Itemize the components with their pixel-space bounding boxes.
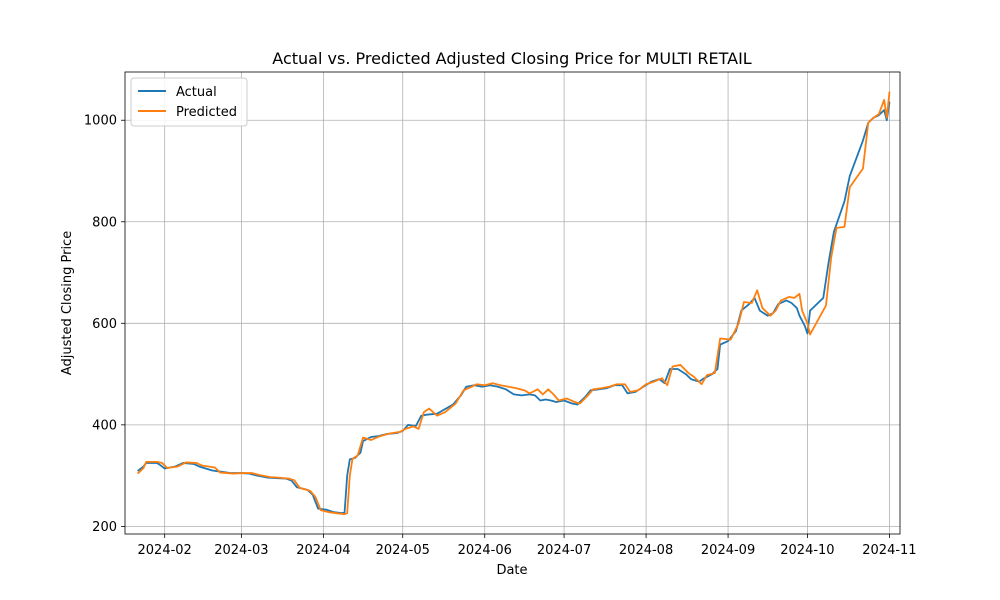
y-tick-label: 400: [92, 418, 117, 433]
x-tick-label: 2024-11: [862, 543, 916, 558]
grid: [125, 72, 900, 534]
plot-area-frame: [124, 71, 901, 535]
series-lines: [137, 91, 891, 516]
y-axis: 200 400 600 800 1000: [84, 114, 125, 535]
y-tick-label: 1000: [84, 114, 117, 129]
x-axis-label: Date: [496, 563, 527, 578]
y-tick-label: 200: [92, 520, 117, 535]
x-tick-label: 2024-02: [138, 543, 192, 558]
y-tick-label: 800: [92, 215, 117, 230]
x-tick-label: 2024-04: [296, 543, 350, 558]
x-tick-label: 2024-03: [214, 543, 268, 558]
y-tick-label: 600: [92, 317, 117, 332]
x-tick-label: 2024-08: [619, 543, 673, 558]
legend-label-actual: Actual: [176, 85, 217, 100]
y-axis-label: Adjusted Closing Price: [60, 231, 75, 375]
legend-label-predicted: Predicted: [176, 105, 237, 120]
x-tick-label: 2024-10: [780, 543, 834, 558]
legend: Actual Predicted: [130, 77, 248, 127]
x-tick-label: 2024-06: [458, 543, 512, 558]
x-tick-label: 2024-05: [376, 543, 430, 558]
x-tick-label: 2024-07: [537, 543, 591, 558]
x-tick-label: 2024-09: [701, 543, 755, 558]
chart-title: Actual vs. Predicted Adjusted Closing Pr…: [272, 49, 751, 68]
series-line-actual: [137, 101, 891, 515]
x-axis: 2024-02 2024-03 2024-04 2024-05 2024-06 2024-…: [138, 534, 917, 558]
series-line-predicted: [137, 91, 891, 516]
